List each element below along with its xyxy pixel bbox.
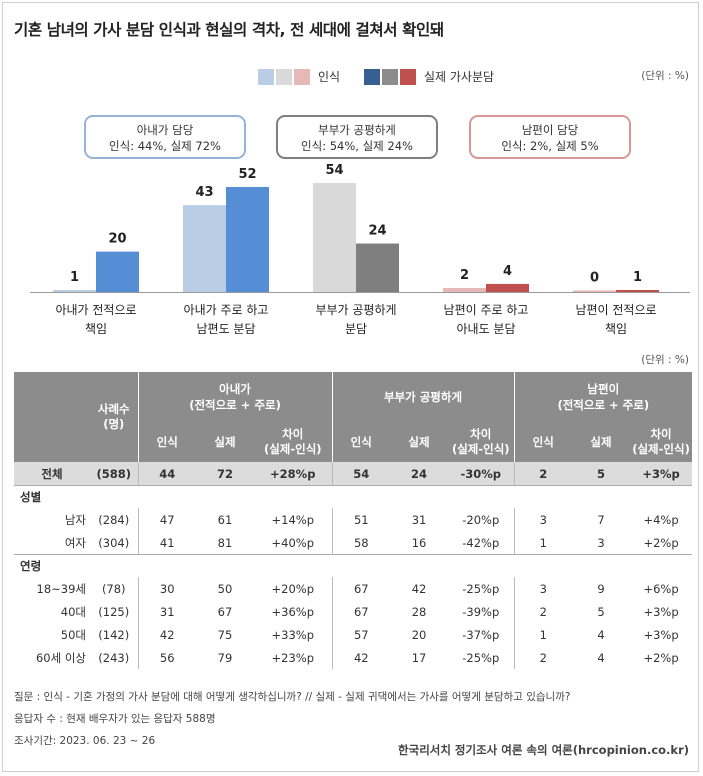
header-perception: 인식	[513, 422, 573, 462]
table-group-gender: 성별	[14, 485, 693, 508]
table-row-total: 전체 (588) 44 72 +28%p 54 24 -30%p 2 5 +3%p	[14, 462, 693, 486]
data-label: 1	[633, 270, 642, 285]
data-label: 20	[108, 232, 126, 247]
data-label: 43	[195, 185, 213, 200]
legend-swatch-perception-3	[294, 68, 310, 85]
category-label-5: 남편이 전적으로 책임	[575, 303, 657, 336]
footer-credit: 한국리서치 정기조사 여론 속의 여론(hrcopinion.co.kr)	[398, 743, 689, 757]
header-actual: 실제	[390, 422, 449, 462]
legend-swatch-perception-2	[276, 68, 292, 85]
footer-period: 조사기간: 2023. 06. 23 ~ 26	[14, 735, 156, 747]
header-perception: 인식	[331, 422, 391, 462]
footer-question: 질문 : 인식 - 기혼 가정의 가사 분담에 대해 어떻게 생각하십니까? /…	[14, 691, 571, 703]
summary-box-title: 아내가 담당	[136, 123, 194, 137]
header-sample: 사례수 (명)	[90, 372, 138, 462]
chart-unit: (단위 : %)	[641, 70, 689, 82]
category-label-2: 아내가 주로 하고 남편도 분담	[183, 303, 269, 336]
data-label: 54	[325, 163, 343, 178]
data-table: 사례수 (명) 아내가 (전적으로 + 주로) 부부가 공평하게 남편이 (전적…	[14, 372, 693, 669]
bar-perception-2	[183, 205, 226, 292]
bar-perception-1	[53, 289, 96, 292]
header-diff: 차이 (실제-인식)	[630, 422, 693, 462]
bar-perception-4	[443, 287, 486, 292]
header-blank	[14, 372, 90, 462]
summary-box-title: 남편이 담당	[521, 123, 579, 137]
table-group-age: 연령	[14, 554, 693, 577]
legend-perception: 인식	[258, 68, 340, 85]
bar-actual-4	[486, 283, 529, 292]
legend-swatch-actual-2	[382, 68, 398, 85]
header-perception: 인식	[137, 422, 196, 462]
bar-actual-3	[356, 243, 399, 292]
data-label: 0	[590, 271, 599, 286]
summary-box-title: 부부가 공평하게	[318, 123, 396, 137]
data-label: 4	[503, 264, 512, 279]
header-group-husband: 남편이 (전적으로 + 주로)	[513, 372, 693, 422]
data-label: 52	[238, 167, 256, 182]
bar-perception-3	[313, 182, 356, 292]
figure-title: 기혼 남녀의 가사 분담 인식과 현실의 격차, 전 세대에 걸쳐서 확인돼	[14, 21, 444, 39]
footer-respondents: 응답자 수 : 현재 배우자가 있는 응답자 588명	[14, 713, 216, 725]
summary-box-text: 인식: 54%, 실제 24%	[301, 139, 413, 153]
legend-label-actual: 실제 가사분담	[424, 70, 495, 84]
bar-actual-2	[226, 186, 269, 292]
header-actual: 실제	[572, 422, 631, 462]
summary-box-equal: 부부가 공평하게 인식: 54%, 실제 24%	[276, 115, 438, 159]
bar-actual-1	[96, 251, 139, 292]
table-unit: (단위 : %)	[641, 354, 689, 366]
data-label: 2	[460, 268, 469, 283]
summary-box-text: 인식: 2%, 실제 5%	[501, 139, 599, 153]
table-row: 50대 (142) 42 75 +33%p 57 20 -37%p 1 4 +3%p	[14, 623, 692, 646]
summary-box-wife: 아내가 담당 인식: 44%, 실제 72%	[84, 115, 246, 159]
header-actual: 실제	[196, 422, 254, 462]
table-row: 여자 (304) 41 81 +40%p 58 16 -42%p 1 3 +2%p	[14, 531, 692, 555]
data-label: 1	[70, 270, 79, 285]
bar-actual-5	[616, 289, 659, 292]
header-group-equal: 부부가 공평하게	[331, 372, 515, 422]
header-group-wife: 아내가 (전적으로 + 주로)	[137, 372, 333, 422]
data-label: 24	[368, 224, 386, 239]
summary-box-text: 인식: 44%, 실제 72%	[109, 139, 221, 153]
legend-swatch-perception-1	[258, 68, 274, 85]
category-label-4: 남편이 주로 하고 아내도 분담	[443, 303, 529, 336]
header-diff: 차이 (실제-인식)	[254, 422, 333, 462]
table-row: 40대 (125) 31 67 +36%p 67 28 -39%p 2 5 +3%p	[14, 600, 692, 623]
legend-swatch-actual-1	[364, 68, 380, 85]
table-row: 60세 이상 (243) 56 79 +23%p 42 17 -25%p 2 4 +2%p	[14, 646, 692, 669]
legend-swatch-actual-3	[400, 68, 416, 85]
category-label-3: 부부가 공평하게 분담	[315, 303, 397, 336]
header-diff: 차이 (실제-인식)	[448, 422, 515, 462]
table-row: 18~39세 (78) 30 50 +20%p 67 42 -25%p 3 9 +6%p	[14, 577, 692, 600]
summary-box-husband: 남편이 담당 인식: 2%, 실제 5%	[469, 115, 631, 159]
legend-actual: 실제 가사분담	[364, 68, 494, 85]
bar-perception-5	[573, 290, 616, 292]
table-row: 남자 (284) 47 61 +14%p 51 31 -20%p 3 7 +4%p	[14, 508, 692, 531]
legend-label-perception: 인식	[318, 70, 341, 84]
category-label-1: 아내가 전적으로 책임	[55, 303, 137, 336]
